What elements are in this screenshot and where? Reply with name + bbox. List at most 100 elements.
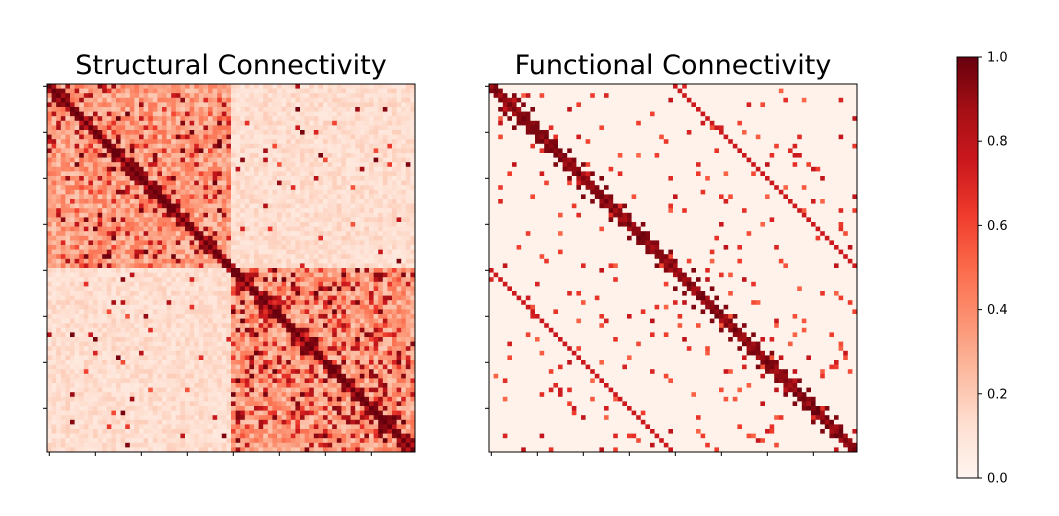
heatmap-cell [148, 84, 154, 89]
heatmap-cell [65, 157, 71, 163]
heatmap-cell [323, 272, 328, 278]
heatmap-cell [97, 222, 103, 227]
heatmap-cell [382, 245, 388, 250]
heatmap-cell [51, 102, 57, 108]
heatmap-cell [263, 235, 269, 241]
heatmap-cell [51, 203, 57, 209]
heatmap-cell [350, 134, 356, 140]
heatmap-cell [373, 199, 379, 204]
heatmap-cell [290, 281, 296, 287]
heatmap-cell [70, 194, 75, 200]
heatmap-cell [65, 268, 71, 273]
heatmap-cell [387, 226, 393, 232]
heatmap-cell [74, 364, 80, 370]
heatmap-cell [231, 235, 236, 241]
heatmap-cell [189, 240, 195, 246]
heatmap-cell [318, 235, 324, 241]
heatmap-cell [175, 346, 181, 352]
heatmap-cell [392, 134, 397, 140]
heatmap-cell [244, 157, 250, 163]
heatmap-cell [364, 341, 370, 347]
heatmap-cell [263, 249, 269, 255]
heatmap-cell [139, 337, 144, 342]
heatmap-cell [111, 291, 117, 296]
heatmap-cell [405, 360, 411, 365]
heatmap-cell [65, 120, 71, 126]
heatmap-cell [139, 314, 144, 319]
heatmap-cell [277, 323, 282, 329]
heatmap-cell [300, 148, 305, 154]
heatmap-cell [286, 116, 292, 122]
heatmap-cell [300, 102, 305, 108]
heatmap-cell [235, 355, 241, 361]
heatmap-cell [148, 249, 154, 255]
heatmap-cell [226, 245, 232, 250]
heatmap-cell [60, 364, 66, 370]
heatmap-cell [47, 194, 52, 200]
heatmap-cell [221, 235, 227, 241]
heatmap-cell [235, 116, 241, 122]
heatmap-cell [396, 272, 402, 278]
heatmap-cell [47, 189, 52, 195]
heatmap-cell [346, 304, 351, 310]
heatmap-cell [208, 93, 213, 99]
heatmap-cell [277, 291, 282, 296]
heatmap-cell [401, 281, 407, 287]
heatmap-cell [332, 143, 338, 149]
heatmap-cell [74, 258, 80, 264]
heatmap-cell [382, 194, 388, 200]
heatmap-cell [267, 194, 273, 200]
heatmap-cell [208, 245, 213, 250]
heatmap-cell [70, 134, 75, 140]
heatmap-cell [51, 171, 57, 177]
heatmap-cell [309, 189, 315, 195]
heatmap-cell [116, 323, 121, 329]
heatmap-cell [129, 360, 135, 365]
heatmap-cell [355, 268, 361, 273]
heatmap-cell [171, 208, 177, 214]
heatmap-cell [157, 199, 163, 204]
heatmap-cell [318, 291, 324, 296]
heatmap-cell [410, 203, 416, 209]
heatmap-cell [88, 346, 94, 352]
heatmap-cell [157, 212, 163, 218]
heatmap-cell [106, 346, 112, 352]
heatmap-cell [318, 350, 324, 356]
heatmap-cell [249, 318, 255, 324]
heatmap-cell [97, 295, 103, 301]
heatmap-cell [175, 203, 181, 209]
heatmap-cell [217, 309, 223, 315]
heatmap-cell [263, 185, 269, 191]
heatmap-cell [157, 97, 163, 103]
heatmap-cell [226, 309, 232, 315]
heatmap-cell [129, 166, 135, 172]
heatmap-cell [212, 226, 218, 232]
heatmap-cell [364, 84, 370, 89]
heatmap-cell [254, 323, 259, 329]
heatmap-cell [341, 134, 347, 140]
heatmap-cell [378, 337, 384, 342]
heatmap-cell [152, 240, 158, 246]
heatmap-cell [336, 217, 342, 223]
heatmap-cell [208, 125, 213, 131]
heatmap-cell [70, 139, 75, 145]
heatmap-cell [70, 199, 75, 204]
heatmap-cell [162, 369, 167, 375]
heatmap-cell [226, 314, 232, 319]
heatmap-cell [295, 277, 301, 283]
heatmap-cell [217, 240, 223, 246]
heatmap-cell [97, 116, 103, 122]
heatmap-cell [240, 272, 246, 278]
heatmap-cell [203, 364, 209, 370]
heatmap-cell [93, 212, 98, 218]
heatmap-cell [313, 180, 319, 186]
heatmap-cell [272, 364, 278, 370]
heatmap-cell [364, 176, 370, 181]
heatmap-cell [327, 309, 333, 315]
heatmap-cell [116, 203, 121, 209]
heatmap-cell [401, 268, 407, 273]
heatmap-cell [309, 166, 315, 172]
heatmap-cell [212, 134, 218, 140]
heatmap-cell [47, 355, 52, 361]
heatmap-cell [139, 102, 144, 108]
